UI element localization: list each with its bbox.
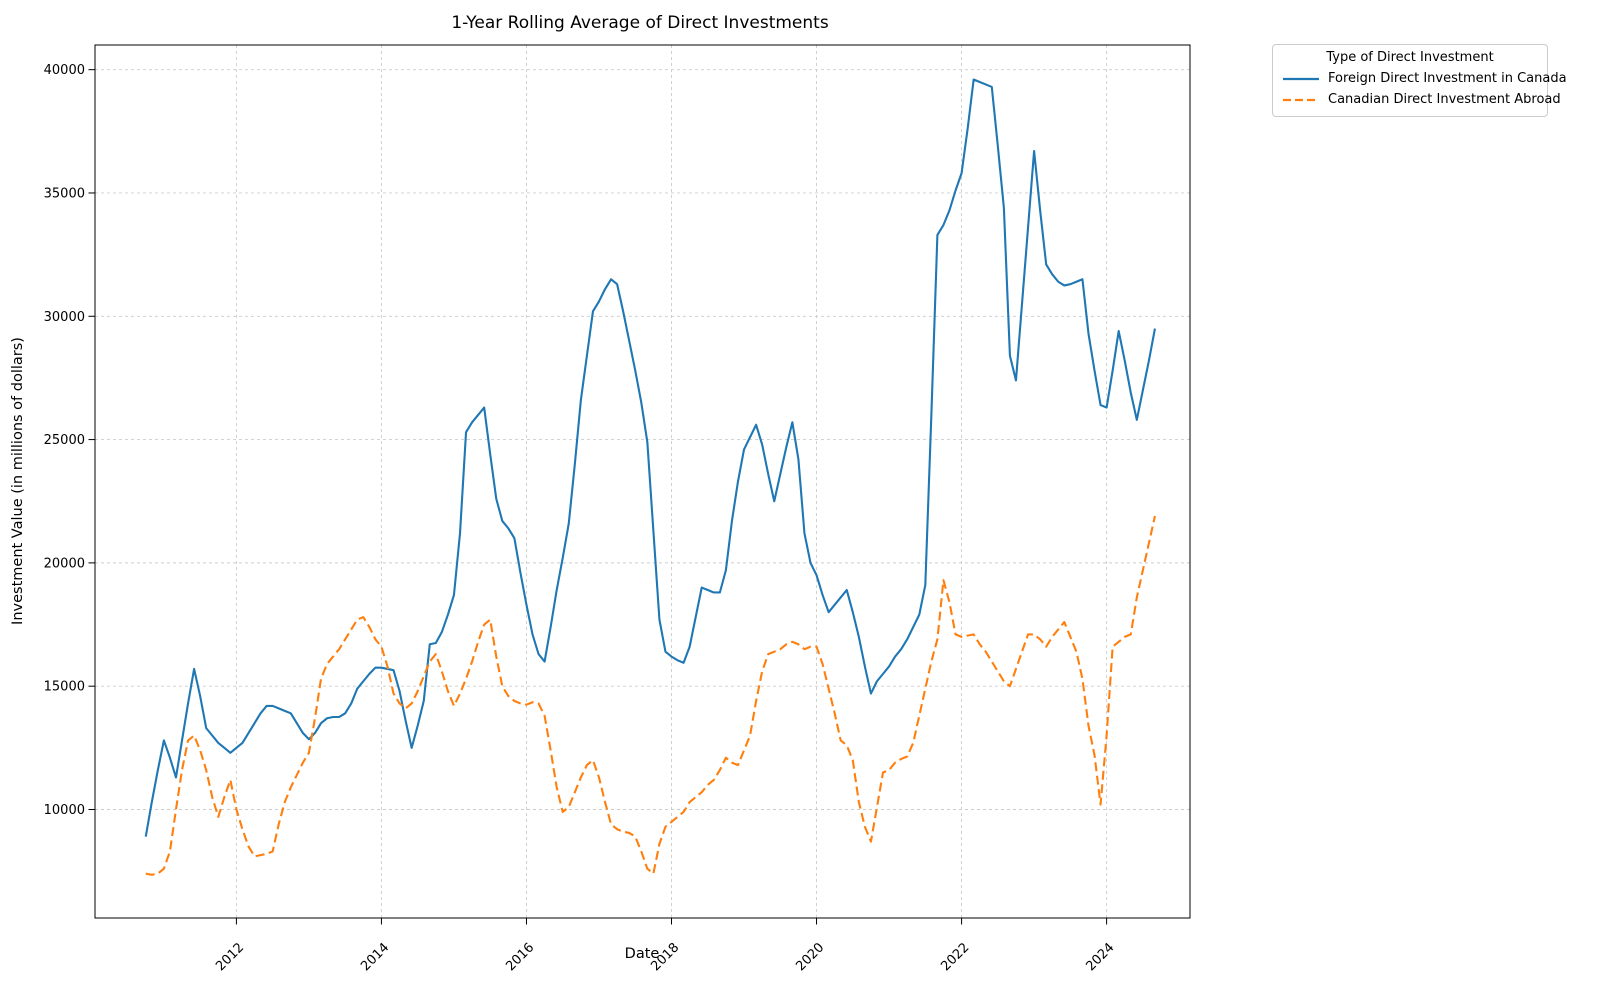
x-tick-label: 2016	[503, 940, 537, 974]
y-tick-label: 10000	[44, 803, 85, 818]
x-tick-label: 2022	[938, 940, 972, 974]
legend-title: Type of Direct Investment	[1326, 50, 1494, 65]
y-tick-label: 20000	[44, 556, 85, 571]
y-tick-label: 30000	[44, 310, 85, 325]
y-tick-label: 40000	[44, 63, 85, 78]
axes-layer: 2012 2014 2016 2018 2020 2022 2024100001500020…	[44, 44, 1191, 974]
series-line-fdi-in-canada	[144, 78, 1156, 837]
legend-line-sample-dashed	[1283, 98, 1319, 101]
x-tick-label: 2024	[1083, 940, 1117, 974]
y-axis-label: Investment Value (in millions of dollars…	[10, 337, 26, 625]
legend-item-fdi-canada: Foreign Direct Investment in Canada	[1281, 68, 1567, 89]
x-tick-label: 2012	[213, 940, 247, 974]
legend-item-label: Foreign Direct Investment in Canada	[1328, 71, 1567, 86]
series-layer	[144, 78, 1156, 876]
chart-title: 1-Year Rolling Average of Direct Investm…	[451, 13, 829, 33]
legend-item-cdia: Canadian Direct Investment Abroad	[1281, 89, 1561, 110]
y-tick-label: 35000	[44, 186, 85, 201]
grid-lines	[95, 45, 1190, 918]
legend: Type of Direct Investment Foreign Direct…	[1272, 44, 1567, 117]
x-tick-label: 2014	[358, 940, 392, 974]
legend-item-label: Canadian Direct Investment Abroad	[1328, 92, 1561, 107]
y-tick-label: 25000	[44, 433, 85, 448]
y-tick-label: 15000	[44, 680, 85, 695]
x-axis-label: Date	[625, 946, 660, 962]
plot-border	[94, 44, 1191, 919]
legend-line-sample-solid	[1283, 77, 1319, 80]
series-line-cdi-abroad	[145, 515, 1156, 876]
x-tick-label: 2020	[793, 940, 827, 974]
